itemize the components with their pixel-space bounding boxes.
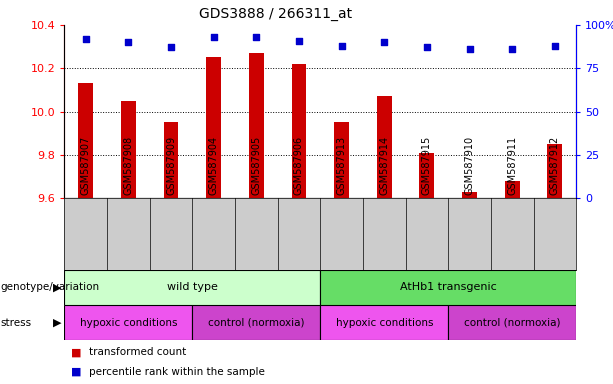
Point: [251, 34, 261, 40]
Bar: [292, 64, 306, 198]
Bar: [164, 122, 178, 198]
Point: [337, 43, 346, 49]
Bar: [547, 144, 562, 198]
Text: AtHb1 transgenic: AtHb1 transgenic: [400, 283, 497, 293]
Text: percentile rank within the sample: percentile rank within the sample: [89, 367, 265, 377]
Point: [81, 36, 91, 42]
Bar: [462, 192, 477, 198]
Bar: [448, 305, 576, 340]
Bar: [377, 96, 392, 198]
Bar: [78, 83, 93, 198]
Text: genotype/variation: genotype/variation: [1, 283, 100, 293]
Text: ■: ■: [70, 347, 81, 358]
Point: [294, 38, 304, 44]
Point: [465, 46, 474, 52]
Text: control (normoxia): control (normoxia): [464, 318, 560, 328]
Text: stress: stress: [1, 318, 32, 328]
Bar: [419, 152, 435, 198]
Text: control (normoxia): control (normoxia): [208, 318, 305, 328]
Point: [379, 39, 389, 45]
Text: ▶: ▶: [53, 318, 61, 328]
Text: GDS3888 / 266311_at: GDS3888 / 266311_at: [199, 7, 352, 21]
Bar: [64, 270, 320, 305]
Text: ▶: ▶: [53, 283, 61, 293]
Bar: [320, 270, 576, 305]
Bar: [121, 101, 136, 198]
Point: [422, 45, 432, 51]
Bar: [206, 58, 221, 198]
Bar: [320, 305, 448, 340]
Text: transformed count: transformed count: [89, 347, 186, 358]
Point: [550, 43, 560, 49]
Text: hypoxic conditions: hypoxic conditions: [80, 318, 177, 328]
Text: wild type: wild type: [167, 283, 218, 293]
Bar: [249, 53, 264, 198]
Bar: [504, 181, 520, 198]
Point: [166, 45, 176, 51]
Text: hypoxic conditions: hypoxic conditions: [335, 318, 433, 328]
Text: ■: ■: [70, 367, 81, 377]
Point: [123, 39, 133, 45]
Point: [209, 34, 219, 40]
Point: [508, 46, 517, 52]
Bar: [334, 122, 349, 198]
Bar: [64, 305, 192, 340]
Bar: [192, 305, 320, 340]
